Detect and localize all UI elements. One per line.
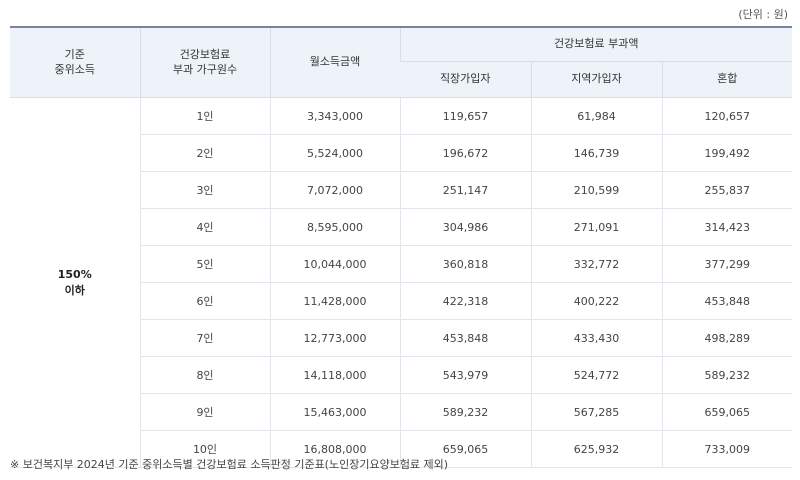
table-row: 5인 10,044,000 360,818 332,772 377,299	[10, 245, 793, 283]
cell-household: 3인	[139, 171, 270, 209]
cell-regional: 524,772	[530, 356, 662, 394]
cell-employee: 360,818	[399, 245, 531, 283]
cell-regional: 271,091	[530, 208, 662, 246]
cell-employee: 422,318	[399, 282, 531, 320]
cell-regional: 567,285	[530, 393, 662, 431]
cell-employee: 589,232	[399, 393, 531, 431]
header-median-income: 기준 중위소득	[10, 26, 140, 98]
table-row: 4인 8,595,000 304,986 271,091 314,423	[10, 208, 793, 246]
table-row: 2인 5,524,000 196,672 146,739 199,492	[10, 134, 793, 172]
cell-monthly: 11,428,000	[269, 282, 400, 320]
header-household-size-line2: 부과 가구원수	[172, 62, 238, 76]
table-row: 8인 14,118,000 543,979 524,772 589,232	[10, 356, 793, 394]
header-household-size: 건강보험료 부과 가구원수	[139, 26, 270, 98]
cell-regional: 210,599	[530, 171, 662, 209]
table-row: 9인 15,463,000 589,232 567,285 659,065	[10, 393, 793, 431]
cell-regional: 625,932	[530, 430, 662, 468]
income-level-cell: 150% 이하	[10, 97, 140, 468]
cell-employee: 196,672	[399, 134, 531, 172]
cell-employee: 659,065	[399, 430, 531, 468]
insurance-premium-table: 기준 중위소득 건강보험료 부과 가구원수 월소득금액 건강보험료 부과액 직장…	[10, 26, 793, 468]
cell-mixed: 659,065	[661, 393, 793, 431]
cell-household: 2인	[139, 134, 270, 172]
cell-employee: 453,848	[399, 319, 531, 357]
income-level-line1: 150%	[57, 268, 92, 282]
cell-employee: 251,147	[399, 171, 531, 209]
table-body: 150% 이하 1인 3,343,000 119,657 61,984 120,657 2인 5…	[10, 97, 793, 468]
cell-monthly: 8,595,000	[269, 208, 400, 246]
header-median-income-line1: 기준	[64, 47, 85, 61]
cell-monthly: 7,072,000	[269, 171, 400, 209]
header-premium-group: 건강보험료 부과액	[399, 26, 793, 62]
header-monthly-income: 월소득금액	[269, 26, 400, 98]
income-level-line2: 이하	[64, 283, 85, 297]
table-row: 7인 12,773,000 453,848 433,430 498,289	[10, 319, 793, 357]
header-median-income-line2: 중위소득	[54, 62, 95, 76]
cell-regional: 433,430	[530, 319, 662, 357]
cell-regional: 146,739	[530, 134, 662, 172]
cell-monthly: 15,463,000	[269, 393, 400, 431]
cell-mixed: 733,009	[661, 430, 793, 468]
table-row: 10인 16,808,000 659,065 625,932 733,009	[10, 430, 793, 468]
cell-household: 6인	[139, 282, 270, 320]
cell-employee: 119,657	[399, 97, 531, 135]
cell-household: 7인	[139, 319, 270, 357]
cell-household: 5인	[139, 245, 270, 283]
cell-mixed: 199,492	[661, 134, 793, 172]
cell-employee: 543,979	[399, 356, 531, 394]
cell-mixed: 498,289	[661, 319, 793, 357]
footnote: ※ 보건복지부 2024년 기준 중위소득별 건강보험료 소득판정 기준표(노인…	[10, 458, 449, 471]
table-header-row: 기준 중위소득 건강보험료 부과 가구원수 월소득금액 건강보험료 부과액	[10, 26, 793, 98]
unit-label: (단위 : 원)	[738, 8, 788, 21]
cell-mixed: 377,299	[661, 245, 793, 283]
table-row: 150% 이하 1인 3,343,000 119,657 61,984 120,657	[10, 97, 793, 468]
cell-regional: 61,984	[530, 97, 662, 135]
cell-household: 1인	[139, 97, 270, 135]
cell-mixed: 314,423	[661, 208, 793, 246]
cell-mixed: 453,848	[661, 282, 793, 320]
cell-monthly: 3,343,000	[269, 97, 400, 135]
cell-regional: 400,222	[530, 282, 662, 320]
table-row: 3인 7,072,000 251,147 210,599 255,837	[10, 171, 793, 209]
cell-mixed: 255,837	[661, 171, 793, 209]
cell-mixed: 120,657	[661, 97, 793, 135]
cell-employee: 304,986	[399, 208, 531, 246]
cell-household: 10인	[139, 430, 270, 468]
table-subheader-row: 직장가입자 지역가입자 혼합	[10, 61, 793, 98]
cell-monthly: 10,044,000	[269, 245, 400, 283]
cell-household: 8인	[139, 356, 270, 394]
cell-household: 9인	[139, 393, 270, 431]
cell-monthly: 5,524,000	[269, 134, 400, 172]
cell-household: 4인	[139, 208, 270, 246]
cell-regional: 332,772	[530, 245, 662, 283]
cell-monthly: 12,773,000	[269, 319, 400, 357]
cell-monthly: 16,808,000	[269, 430, 400, 468]
header-household-size-line1: 건강보험료	[179, 47, 231, 61]
cell-monthly: 14,118,000	[269, 356, 400, 394]
table-row: 6인 11,428,000 422,318 400,222 453,848	[10, 282, 793, 320]
header-employee: 직장가입자	[400, 61, 531, 98]
cell-mixed: 589,232	[661, 356, 793, 394]
header-mixed: 혼합	[661, 61, 793, 98]
header-regional: 지역가입자	[530, 61, 662, 98]
